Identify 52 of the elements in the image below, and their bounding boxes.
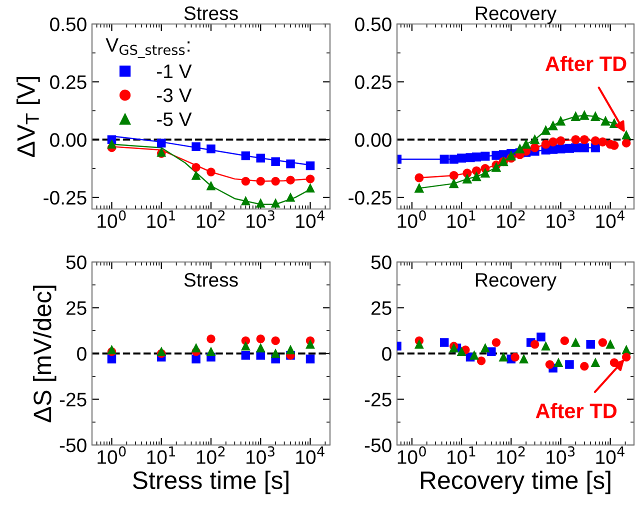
chart-title: Stress: [184, 6, 238, 20]
y-tick-label: 0.25: [50, 75, 86, 90]
x-tick-label: 10$^{3}$: [546, 210, 575, 228]
text: Recovery: [476, 273, 557, 291]
annotation: After TD: [545, 56, 626, 72]
y-tick-label: 0: [77, 346, 86, 361]
x-tick-label: 10$^{0}$: [98, 446, 126, 464]
legend-label: -5 V: [157, 112, 192, 126]
x-tick-label: 10$^{2}$: [196, 446, 225, 464]
x-tick-label: 10$^{1}$: [147, 210, 176, 228]
y-tick-label: 0.50: [50, 17, 86, 32]
y-tick-label: 0: [382, 346, 392, 361]
legend-label: -1 V: [157, 64, 192, 78]
x-tick-label: 10$^{1}$: [147, 446, 176, 464]
x-tick-label: 10$^{3}$: [546, 446, 575, 464]
x-tick-label: 10$^{4}$: [296, 446, 324, 464]
y-axis-title: ΔS [mV/dec]: [32, 286, 56, 422]
y-tick-label: 0.00: [355, 133, 392, 147]
legend-title: V$_{GS_stress}$:: [106, 38, 190, 58]
y-tick-label: 0.50: [355, 17, 392, 32]
x-tick-label: 10$^{2}$: [497, 446, 525, 464]
y-tick-label: -50: [60, 438, 86, 452]
y-tick-label: -25: [60, 392, 86, 406]
x-tick-label: 10$^{4}$: [296, 210, 324, 228]
y-tick-label: 50: [66, 255, 86, 270]
y-tick-label: -50: [364, 438, 392, 452]
x-tick-label: 10$^{4}$: [596, 210, 624, 228]
y-tick-label: 0.00: [50, 133, 86, 147]
y-tick-label: 25: [371, 301, 392, 315]
y-tick-label: -25: [364, 392, 392, 406]
x-tick-label: 10$^{0}$: [98, 210, 126, 228]
x-tick-label: 10$^{1}$: [447, 210, 476, 228]
y-axis-title: ΔV$_{T}$ [V]: [16, 77, 40, 158]
chart-title: Recovery: [476, 6, 557, 24]
y-tick-label: 0.25: [355, 75, 392, 90]
x-axis-title: Stress time [s]: [132, 470, 288, 494]
x-tick-label: 10$^{3}$: [246, 210, 274, 228]
y-tick-label: 50: [371, 255, 392, 270]
annotation: After TD: [536, 403, 617, 418]
x-tick-label: 10$^{2}$: [196, 210, 225, 228]
legend-label: -3 V: [157, 88, 192, 102]
y-tick-label: -0.25: [44, 190, 86, 205]
chart-title: Stress: [184, 273, 238, 287]
x-tick-label: 10$^{3}$: [246, 446, 274, 464]
y-tick-label: -0.25: [348, 190, 392, 205]
y-tick-label: 25: [66, 301, 86, 315]
x-tick-label: 10$^{0}$: [398, 210, 426, 228]
x-tick-label: 10$^{0}$: [398, 446, 426, 464]
x-tick-label: 10$^{4}$: [596, 446, 624, 464]
x-axis-title: Recovery time [s]: [421, 470, 610, 494]
x-tick-label: 10$^{1}$: [447, 446, 476, 464]
x-tick-label: 10$^{2}$: [497, 210, 525, 228]
